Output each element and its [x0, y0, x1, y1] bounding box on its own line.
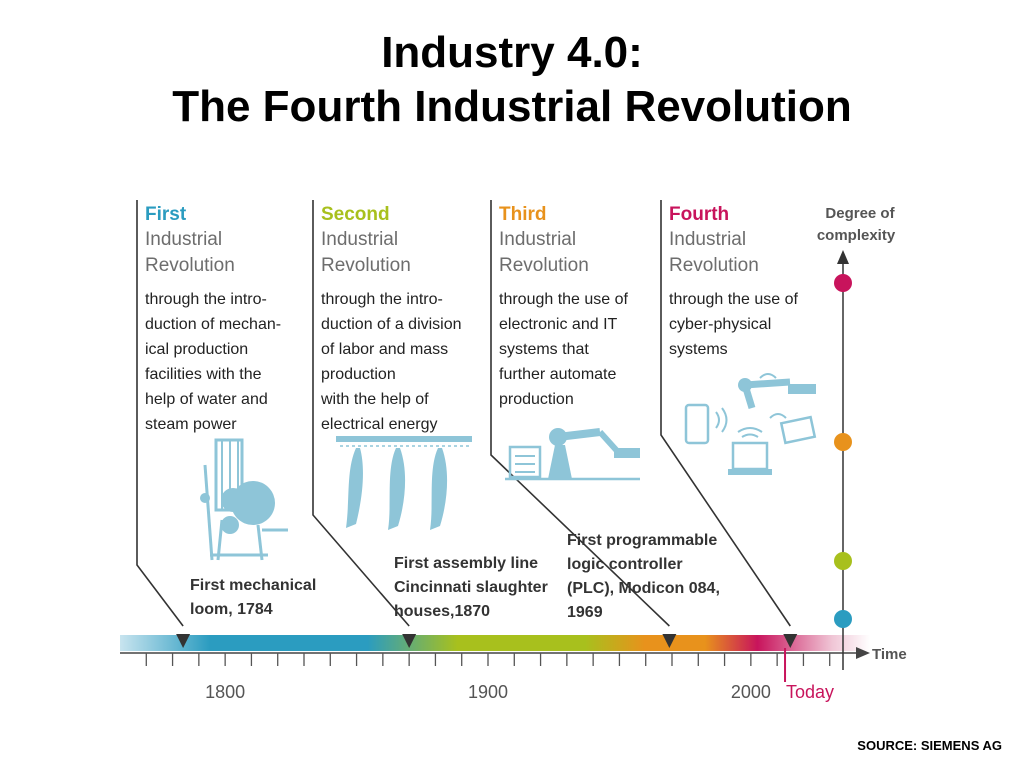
revolution-subheading-second: Revolution: [321, 255, 411, 276]
complexity-dot-first: [834, 610, 852, 628]
loom-icon: [200, 438, 288, 561]
revolution-heading-fourth: Fourth: [669, 204, 729, 225]
revolution-description-line: production: [499, 391, 574, 408]
revolution-bracket-first: [136, 200, 184, 627]
revolution-fourth: Fourth Industrial Revolution through the us…: [660, 200, 799, 648]
complexity-dot-second: [834, 552, 852, 570]
title-line-1: Industry 4.0:: [381, 28, 643, 77]
revolution-description-line: ical production: [145, 341, 248, 358]
complexity-axis-arrow: [837, 250, 849, 264]
revolution-description-line: systems: [669, 341, 728, 358]
milestone-label-second: First assembly line: [394, 555, 538, 572]
milestone-marker-third: [662, 634, 677, 648]
milestone-label-third: logic controller: [567, 556, 683, 573]
revolution-bracket-third: [490, 200, 670, 627]
revolution-subheading-first: Revolution: [145, 255, 235, 276]
revolution-bracket-fourth: [660, 200, 791, 627]
revolution-description-line: through the intro-: [145, 291, 267, 308]
revolution-first: First Industrial Revolution through the int…: [136, 200, 316, 648]
milestone-label-third: First programmable: [567, 532, 717, 549]
tick-label-1800: 1800: [205, 682, 245, 702]
complexity-label-line-2: complexity: [817, 227, 896, 244]
assembly-line-icon: [336, 436, 472, 530]
revolution-description-line: steam power: [145, 416, 237, 433]
milestone-label-third: (PLC), Modicon 084,: [567, 580, 720, 597]
revolution-description-line: through the use of: [499, 291, 629, 308]
revolution-heading-first: First: [145, 204, 187, 225]
milestone-marker-fourth: [783, 634, 798, 648]
timeline: Time: [120, 635, 907, 666]
revolution-heading-third: Third: [499, 204, 547, 225]
revolution-subheading-second: Industrial: [321, 229, 398, 250]
milestone-label-first: First mechanical: [190, 577, 316, 594]
revolution-subheading-third: Revolution: [499, 255, 589, 276]
milestone-marker-first: [176, 634, 191, 648]
complexity-label-line-1: Degree of: [825, 205, 895, 222]
cyber-physical-icon: [684, 373, 817, 475]
revolution-description-line: facilities with the: [145, 366, 262, 383]
revolution-description-line: electronic and IT: [499, 316, 618, 333]
today-marker: Today: [784, 648, 834, 702]
milestone-label-first: loom, 1784: [190, 601, 273, 618]
revolution-subheading-fourth: Industrial: [669, 229, 746, 250]
revolution-description-line: systems that: [499, 341, 589, 358]
milestone-label-third: 1969: [567, 604, 603, 621]
revolution-description-line: duction of a division: [321, 316, 462, 333]
revolution-description-line: through the use of: [669, 291, 799, 308]
robot-arm-icon: [505, 428, 640, 481]
revolution-description-line: with the help of: [320, 391, 429, 408]
complexity-axis: Degree of complexity: [817, 205, 896, 670]
revolution-subheading-first: Industrial: [145, 229, 222, 250]
revolution-description-line: of labor and mass: [321, 341, 448, 358]
title-line-2: The Fourth Industrial Revolution: [172, 82, 852, 131]
complexity-dot-fourth: [834, 274, 852, 292]
revolution-description-line: help of water and: [145, 391, 268, 408]
revolution-description-line: cyber-physical: [669, 316, 771, 333]
timeline-color-bar: [120, 635, 870, 651]
tick-label-2000: 2000: [731, 682, 771, 702]
milestone-label-second: Cincinnati slaughter: [394, 579, 548, 596]
revolution-third: Third Industrial Revolution through the use…: [490, 200, 720, 648]
revolution-description-line: through the intro-: [321, 291, 443, 308]
revolution-description-line: electrical energy: [321, 416, 438, 433]
revolution-description-line: further automate: [499, 366, 617, 383]
time-axis-arrow: [856, 647, 870, 659]
revolution-second: Second Industrial Revolution through the in…: [312, 200, 548, 648]
tick-label-1900: 1900: [468, 682, 508, 702]
source-credit: SOURCE: SIEMENS AG: [857, 738, 1002, 753]
time-axis-minor-ticks: [145, 653, 831, 666]
milestone-marker-second: [402, 634, 417, 648]
complexity-dot-third: [834, 433, 852, 451]
revolution-description-line: duction of mechan-: [145, 316, 281, 333]
revolution-subheading-fourth: Revolution: [669, 255, 759, 276]
revolution-subheading-third: Industrial: [499, 229, 576, 250]
revolution-description-line: production: [321, 366, 396, 383]
today-label: Today: [786, 682, 834, 702]
milestone-label-second: houses,1870: [394, 603, 490, 620]
time-axis-label: Time: [872, 646, 907, 663]
revolution-heading-second: Second: [321, 204, 390, 225]
revolution-bracket-second: [312, 200, 410, 627]
